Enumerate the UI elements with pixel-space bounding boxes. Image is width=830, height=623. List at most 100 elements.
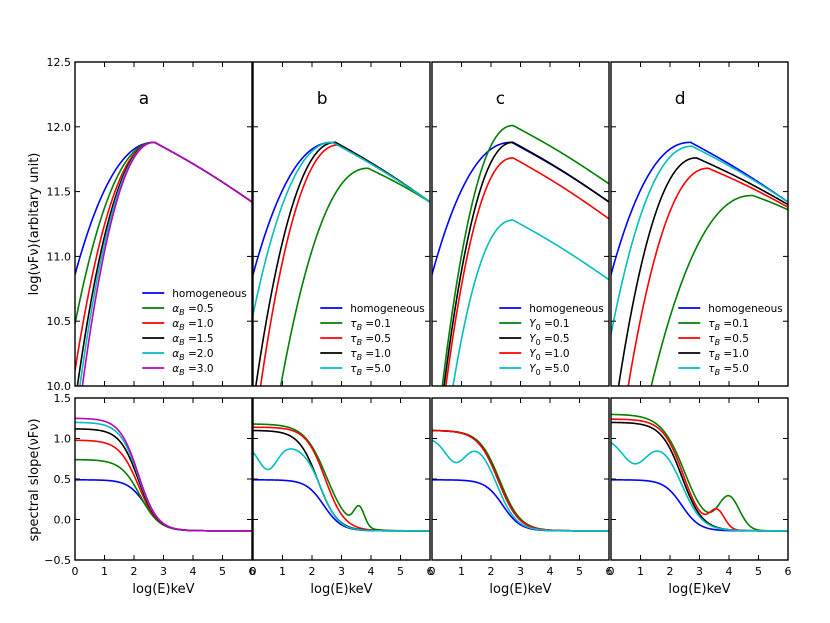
x-tick-label: 2: [309, 565, 316, 578]
legend: homogeneous Y0 =0.1Y0 =0.5Y0 =1.0Y0 =5.0: [499, 303, 604, 377]
legend-label: Y0 =0.5: [529, 333, 569, 347]
y-tick-label: −0.5: [44, 554, 71, 567]
legend-label: homogeneous: [350, 303, 425, 315]
bottom-axes-frame: [610, 397, 789, 561]
x-axis-label: log(E)keV: [668, 582, 730, 597]
x-tick-label: 6: [785, 565, 792, 578]
panel-c: c 0 1 2 3 4 5 6 log(E)keV homogeneous Y0 =0.1Y0 =0…: [429, 61, 613, 597]
y-tick-label: 1.5: [54, 392, 72, 405]
series-line-slope: [75, 421, 252, 532]
series-line-flux: [452, 219, 609, 386]
legend: homogeneous τB =0.1τB =0.5τB =1.0τB =5.0: [678, 303, 783, 377]
legend-label: τB =0.1: [708, 318, 749, 332]
bottom-plot-area: [75, 417, 252, 532]
legend-label: Y0 =0.1: [529, 318, 569, 332]
legend-label: αB =0.5: [172, 303, 213, 317]
bottom-plot-area: [253, 423, 430, 532]
series-line-flux: [76, 141, 252, 386]
series-line-slope: [611, 421, 788, 532]
legend: homogeneous αB =0.5αB =1.0αB =1.5αB =2.0α…: [142, 288, 247, 377]
legend-label: τB =5.0: [708, 363, 749, 377]
legend-label: homogeneous: [708, 303, 783, 315]
x-tick-label: 1: [279, 565, 286, 578]
legend-label: αB =1.0: [172, 318, 213, 332]
legend-label: Y0 =5.0: [529, 363, 569, 377]
x-tick-label: 0: [429, 565, 436, 578]
series-line-flux: [443, 141, 609, 386]
legend: homogeneous τB =0.1τB =0.5τB =1.0τB =5.0: [320, 303, 425, 377]
legend-label: αB =1.5: [172, 333, 213, 347]
series-line-slope: [611, 441, 788, 532]
x-axis-label: log(E)keV: [132, 582, 194, 597]
series-line-slope: [75, 417, 252, 532]
y-tick-label: 11.5: [47, 186, 72, 199]
x-tick-label: 6: [427, 565, 434, 578]
x-axis-label: log(E)keV: [489, 582, 551, 597]
bottom-axes-frame: [252, 397, 431, 561]
x-tick-label: 2: [667, 565, 674, 578]
x-tick-label: 3: [696, 565, 703, 578]
x-tick-label: 2: [488, 565, 495, 578]
x-tick-label: 3: [160, 565, 167, 578]
series-line-flux: [627, 167, 788, 386]
series-line-slope: [75, 439, 252, 532]
x-axis-label: log(E)keV: [310, 582, 372, 597]
series-line-flux: [279, 167, 430, 386]
x-tick-label: 5: [219, 565, 226, 578]
legend-label: τB =1.0: [708, 348, 749, 362]
x-tick-label: 1: [637, 565, 644, 578]
x-tick-label: 5: [397, 565, 404, 578]
panel-d: d 0 1 2 3 4 5 6 log(E)keV homogeneous τB =0.1τB =0…: [608, 61, 792, 597]
series-line-flux: [617, 157, 788, 386]
bottom-plot-area: [611, 413, 788, 532]
x-tick-label: 3: [338, 565, 345, 578]
top-plot-area: [432, 124, 609, 386]
x-tick-label: 0: [72, 565, 79, 578]
series-line-slope: [253, 426, 430, 532]
x-tick-label: 4: [547, 565, 554, 578]
legend-label: homogeneous: [172, 288, 247, 300]
legend-label: αB =2.0: [172, 348, 213, 362]
series-line-flux: [445, 157, 609, 386]
y-tick-label: 1.0: [54, 433, 72, 446]
panel-a: a 0 1 2 3 4 5 6 log(E)keV 10.0 10.5 11.0 11.5 12.0 12.…: [44, 56, 255, 597]
series-line-flux: [611, 141, 788, 276]
x-tick-label: 1: [458, 565, 465, 578]
panel-letter: c: [496, 89, 505, 109]
legend-label: τB =0.5: [708, 333, 749, 347]
series-line-slope: [75, 458, 252, 532]
panel-letter: b: [317, 89, 328, 109]
series-line-flux: [253, 141, 430, 316]
top-plot-area: [253, 141, 430, 386]
panel-letter: d: [675, 89, 686, 109]
series-line-flux: [259, 144, 430, 386]
top-plot-area: [75, 141, 252, 386]
legend-label: τB =1.0: [350, 348, 391, 362]
x-tick-label: 3: [517, 565, 524, 578]
series-line-slope: [432, 439, 609, 532]
y-tick-label: 10.0: [47, 380, 72, 393]
x-tick-label: 5: [755, 565, 762, 578]
bottom-y-axis-label: spectral slope(νFν): [27, 418, 42, 541]
x-tick-label: 0: [250, 565, 257, 578]
x-tick-label: 4: [726, 565, 733, 578]
top-plot-area: [611, 141, 788, 386]
x-tick-label: 5: [576, 565, 583, 578]
bottom-axes-frame: [431, 397, 610, 561]
x-tick-label: 4: [190, 565, 197, 578]
x-tick-label: 0: [608, 565, 615, 578]
series-line-flux: [441, 124, 609, 386]
y-tick-label: 0.0: [54, 514, 72, 527]
legend-label: τB =5.0: [350, 363, 391, 377]
series-line-flux: [81, 141, 252, 386]
series-line-flux: [650, 194, 788, 386]
legend-label: homogeneous: [529, 303, 604, 315]
legend-label: αB =3.0: [172, 363, 213, 377]
top-y-axis-label: log(νFν)(arbitary unit): [27, 153, 42, 296]
series-line-flux: [611, 145, 788, 335]
legend-label: τB =0.5: [350, 333, 391, 347]
x-tick-label: 4: [368, 565, 375, 578]
panel-b: b 0 1 2 3 4 5 6 log(E)keV homogeneous τB =0.1τB =0…: [250, 61, 434, 597]
x-tick-label: 1: [101, 565, 108, 578]
